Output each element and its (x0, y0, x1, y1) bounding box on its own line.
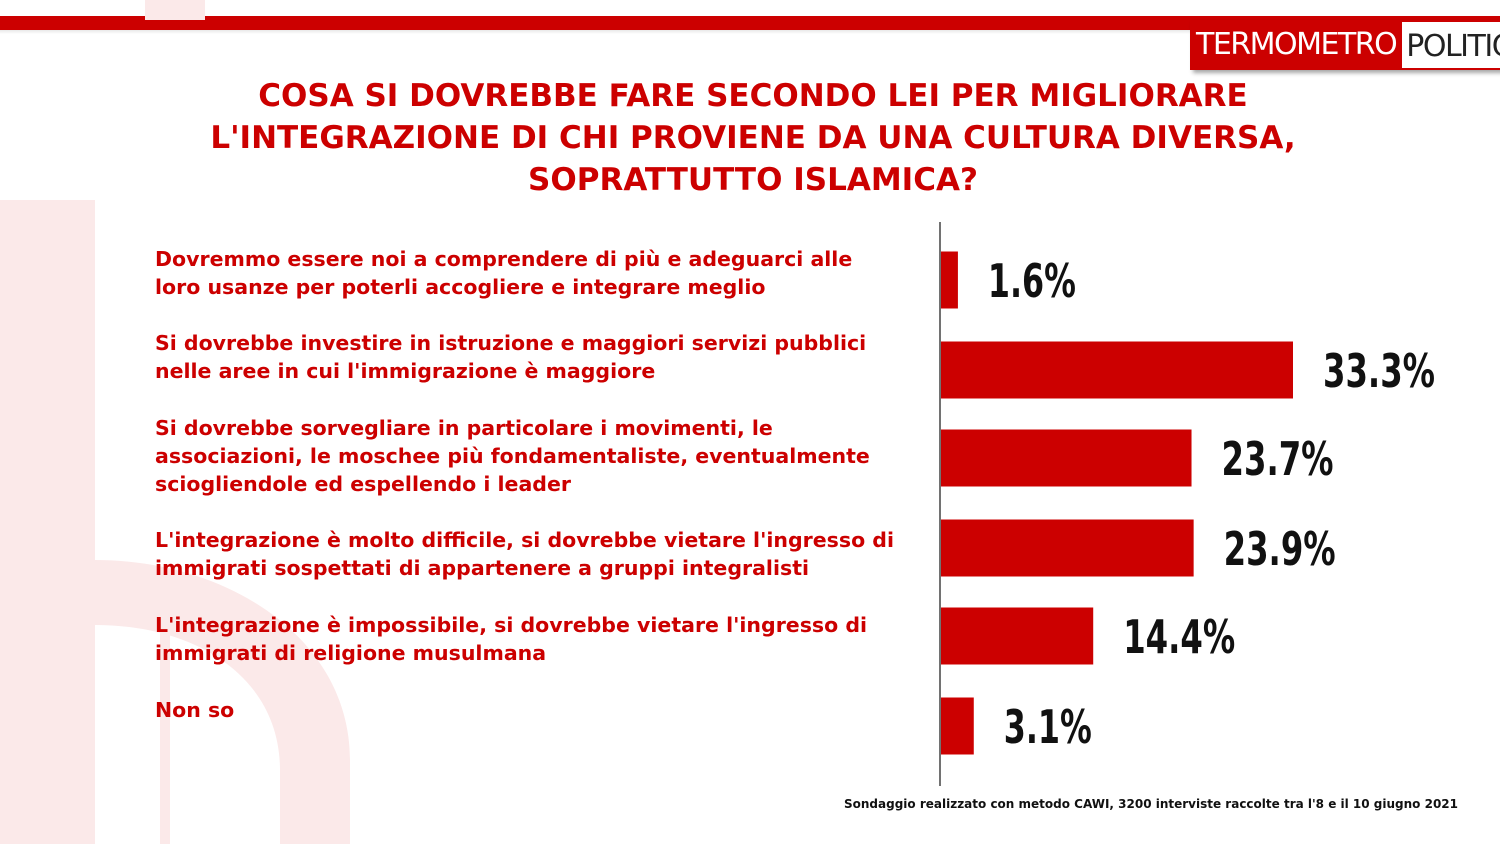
category-label-line: L'integrazione è molto difficile, si dov… (155, 528, 894, 552)
category-label-line: Si dovrebbe investire in istruzione e ma… (155, 331, 867, 355)
title-line: SOPRATTUTTO ISLAMICA? (528, 162, 978, 198)
bar-2 (941, 429, 1192, 487)
title-line: L'INTEGRAZIONE DI CHI PROVIENE DA UNA CU… (210, 120, 1296, 156)
category-label: Non so (155, 696, 925, 724)
category-label: Si dovrebbe investire in istruzione e ma… (155, 329, 925, 385)
category-label-line: immigrati sospettati di appartenere a gr… (155, 556, 810, 580)
category-label: L'integrazione è molto difficile, si dov… (155, 526, 925, 582)
top-accent-bar (0, 16, 1500, 30)
category-label-line: L'integrazione è impossibile, si dovrebb… (155, 613, 868, 637)
data-label-1: 33.3% (1323, 344, 1435, 398)
data-label-0: 1.6% (988, 254, 1076, 308)
category-label: Si dovrebbe sorvegliare in particolare i… (155, 414, 925, 498)
data-label-3: 23.9% (1224, 522, 1336, 576)
bar-4 (941, 607, 1094, 665)
category-label-line: loro usanze per poterli accogliere e int… (155, 275, 766, 299)
bar-3 (941, 519, 1194, 577)
data-label-5: 3.1% (1004, 700, 1092, 754)
top-accent-shadow (0, 30, 1500, 34)
category-label: Dovremmo essere noi a comprendere di più… (155, 245, 925, 301)
category-label: L'integrazione è impossibile, si dovrebb… (155, 611, 925, 667)
category-label-line: immigrati di religione musulmana (155, 641, 547, 665)
category-label-line: sciogliendole ed espellendo i leader (155, 472, 571, 496)
category-label-line: nelle aree in cui l'immigrazione è maggi… (155, 359, 656, 383)
title-line: COSA SI DOVREBBE FARE SECONDO LEI PER MI… (258, 78, 1248, 114)
chart-title: COSA SI DOVREBBE FARE SECONDO LEI PER MI… (80, 75, 1426, 201)
category-label-line: Dovremmo essere noi a comprendere di più… (155, 247, 853, 271)
category-label-line: associazioni, le moschee più fondamental… (155, 444, 870, 468)
logo-part-red: TERMOMETRO (1190, 20, 1403, 70)
bar-0 (941, 251, 958, 309)
bar-1 (941, 341, 1293, 399)
data-label-4: 14.4% (1123, 610, 1235, 664)
data-label-2: 23.7% (1222, 432, 1334, 486)
bar-5 (941, 697, 974, 755)
category-label-line: Non so (155, 698, 235, 722)
category-label-line: Si dovrebbe sorvegliare in particolare i… (155, 416, 773, 440)
survey-footnote: Sondaggio realizzato con metodo CAWI, 32… (844, 797, 1458, 811)
